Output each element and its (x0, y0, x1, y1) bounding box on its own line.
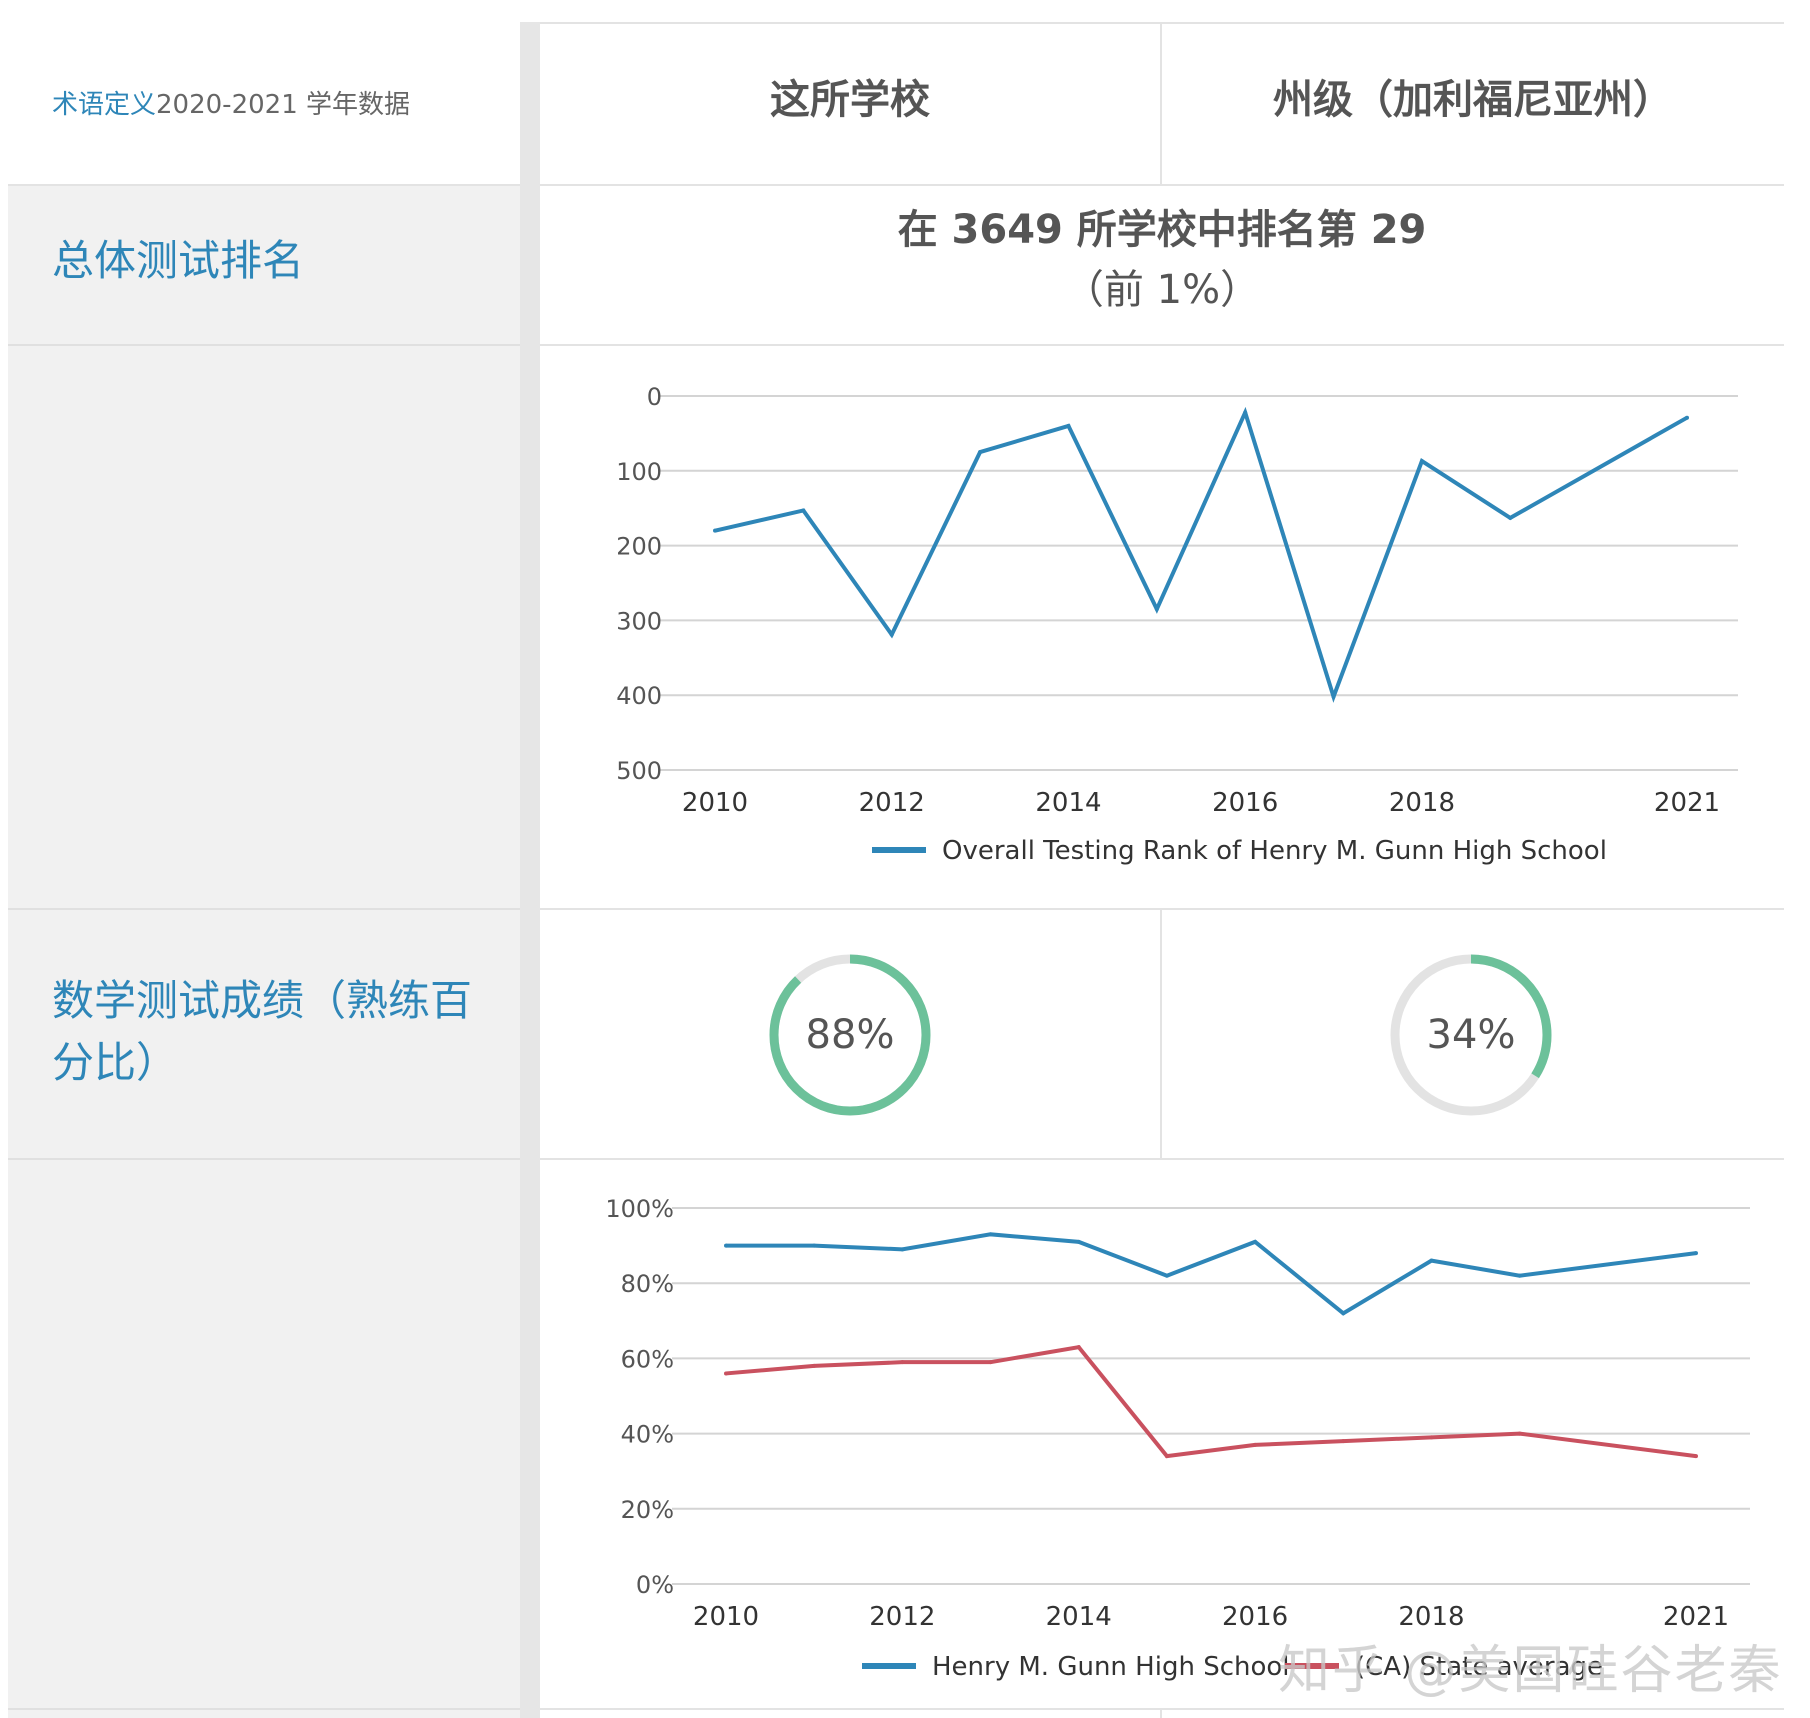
sidebar-background (8, 0, 520, 1718)
legend-label: (CA) State average (1355, 1652, 1603, 1682)
ring-fill (1390, 954, 1552, 1116)
y-tick-label: 500 (616, 757, 662, 785)
legend-label: Henry M. Gunn High School (932, 1652, 1290, 1682)
x-tick-label: 2012 (859, 788, 925, 818)
data-point (988, 1232, 993, 1237)
y-tick-label: 40% (621, 1421, 674, 1449)
series-line (714, 406, 1688, 703)
x-tick-label: 2010 (682, 788, 748, 818)
data-point (1164, 1454, 1169, 1459)
data-point (1341, 1311, 1346, 1316)
divider (540, 184, 1784, 186)
y-tick-label: 200 (616, 533, 662, 561)
data-point (889, 632, 894, 637)
ring-fill (769, 954, 931, 1116)
math-score-label: 数学测试成绩（熟练百分比） (52, 976, 473, 1087)
sidebar-header-background (8, 0, 520, 184)
column-header-this-school: 这所学校 (770, 77, 930, 123)
data-point (1331, 694, 1336, 699)
watermark: 知乎 @美国硅谷老秦 (1278, 1641, 1783, 1701)
column-gutter (520, 22, 540, 1718)
y-tick-label: 60% (621, 1345, 674, 1373)
state-math-progress-ring (1390, 954, 1552, 1116)
y-tick-label: 20% (621, 1496, 674, 1524)
x-tick-label: 2014 (1035, 788, 1101, 818)
data-point (1517, 1431, 1522, 1436)
data-point (1253, 1239, 1258, 1244)
column-divider (1160, 908, 1162, 1158)
x-tick-label: 2010 (693, 1602, 759, 1632)
data-point (1243, 410, 1248, 415)
data-point (801, 508, 806, 513)
school-math-progress-ring (769, 954, 931, 1116)
divider (540, 908, 1784, 910)
definitions-link[interactable]: 术语定义2020-2021 学年数据 (52, 84, 410, 121)
x-tick-label: 2018 (1389, 788, 1455, 818)
y-tick-label: 0 (647, 383, 662, 411)
x-tick-label: 2012 (869, 1602, 935, 1632)
column-divider (1160, 22, 1162, 184)
x-tick-label: 2021 (1663, 1602, 1729, 1632)
data-point (724, 1243, 728, 1248)
legend-label: Overall Testing Rank of Henry M. Gunn Hi… (942, 836, 1607, 866)
series-line (725, 1344, 1697, 1459)
data-point (1429, 1435, 1434, 1440)
data-point (1253, 1442, 1258, 1447)
divider (540, 1708, 1784, 1710)
data-point (713, 528, 717, 533)
data-point (1685, 415, 1689, 420)
data-point (812, 1363, 817, 1368)
overall-rank-chart: 0 100 200 300 400 500 2010 2012 2014 2016 2018 2021… (616, 383, 1738, 866)
data-point (1076, 1239, 1081, 1244)
y-tick-label: 100 (616, 458, 662, 486)
divider (8, 1708, 520, 1710)
y-tick-label: 300 (616, 607, 662, 635)
x-tick-label: 2014 (1046, 1602, 1112, 1632)
data-point (1694, 1251, 1698, 1256)
column-divider (1160, 1708, 1162, 1718)
column-header-state: 州级（加利福尼亚州） (1273, 77, 1673, 123)
data-point (812, 1243, 817, 1248)
y-tick-label: 100% (605, 1195, 674, 1223)
math-proficiency-chart: 0% 20% 40% 60% 80% 100% 2010 2012 2014 2016 2018 20… (605, 1195, 1750, 1682)
x-tick-label: 2016 (1212, 788, 1278, 818)
data-point (1694, 1454, 1698, 1459)
school-year-label: 2020-2021 学年数据 (156, 90, 410, 120)
data-point (1076, 1345, 1081, 1350)
divider (8, 1158, 520, 1160)
data-point (1164, 1273, 1169, 1278)
data-point (1419, 459, 1424, 464)
data-point (1154, 607, 1159, 612)
y-tick-label: 0% (636, 1571, 674, 1599)
data-point (1508, 515, 1513, 520)
x-tick-label: 2021 (1654, 788, 1720, 818)
data-point (1517, 1273, 1522, 1278)
data-point (978, 450, 983, 455)
series-line (726, 1232, 1697, 1316)
divider (8, 344, 520, 346)
data-point (900, 1360, 905, 1365)
x-tick-label: 2016 (1222, 1602, 1288, 1632)
divider (8, 908, 520, 910)
school-math-percent: 88% (805, 1012, 895, 1058)
rank-percentile: （前 1%） (1063, 267, 1261, 313)
x-tick-label: 2018 (1398, 1602, 1464, 1632)
data-point (1066, 423, 1071, 428)
data-point (900, 1247, 905, 1252)
data-point (988, 1360, 993, 1365)
divider (540, 1158, 1784, 1160)
overall-rank-label: 总体测试排名 (52, 236, 305, 285)
divider (8, 184, 520, 186)
divider (540, 22, 1784, 24)
divider (540, 344, 1784, 346)
state-math-percent: 34% (1426, 1012, 1516, 1058)
y-tick-label: 80% (621, 1270, 674, 1298)
data-point (724, 1371, 728, 1376)
definitions-link-text[interactable]: 术语定义 (52, 90, 157, 120)
y-tick-label: 400 (616, 682, 662, 710)
data-point (1429, 1258, 1434, 1263)
data-point (1341, 1439, 1346, 1444)
rank-summary: 在 3649 所学校中排名第 29 (897, 207, 1427, 253)
